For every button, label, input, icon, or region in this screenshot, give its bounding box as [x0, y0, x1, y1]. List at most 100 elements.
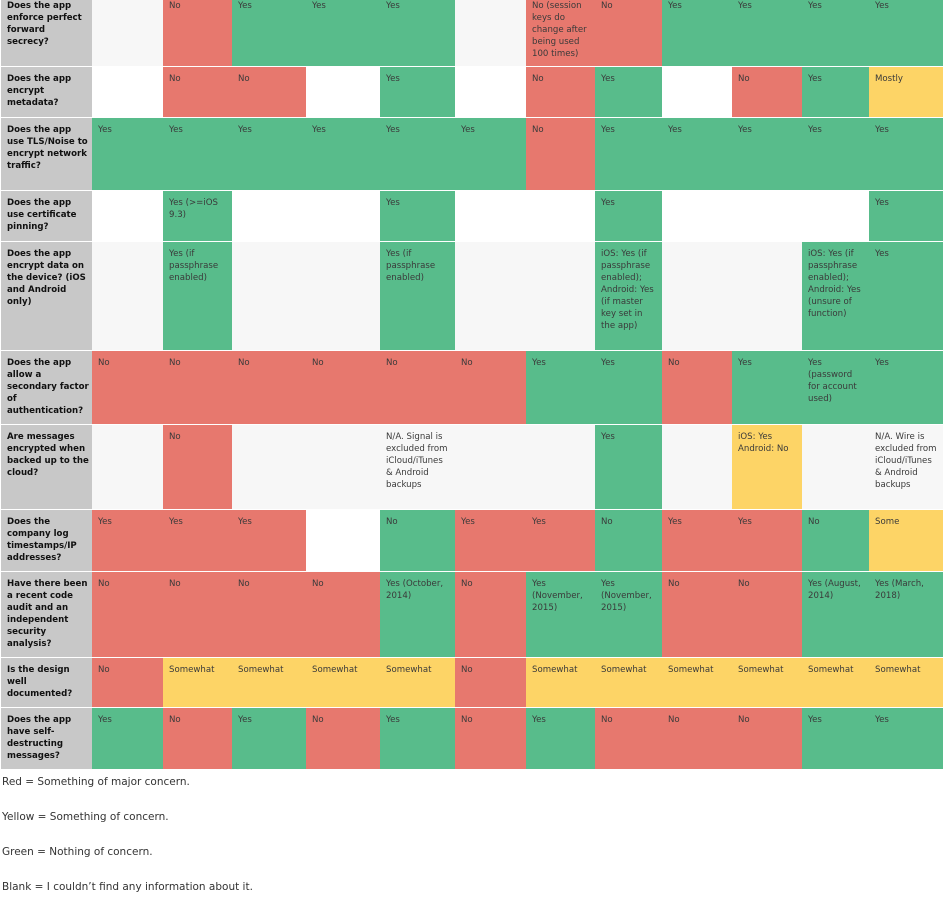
table-cell: [455, 67, 526, 117]
table-cell: Somewhat: [306, 658, 380, 707]
table-row: Is the design well documented? No Somewhat…: [1, 658, 944, 708]
table-cell: No (session keys do change after being u…: [526, 0, 595, 66]
table-cell: [455, 0, 526, 66]
table-cell: Mostly: [869, 67, 943, 117]
table-cell: Somewhat: [732, 658, 802, 707]
table-cell: No: [526, 118, 595, 190]
table-cell: [232, 425, 306, 509]
row-question: Does the company log timestamps/IP addre…: [1, 510, 92, 571]
table-row: Does the company log timestamps/IP addre…: [1, 510, 944, 572]
table-cell: Yes: [802, 118, 869, 190]
table-cell: No: [455, 572, 526, 657]
table-cell: Somewhat: [595, 658, 662, 707]
table-cell: Yes: [732, 510, 802, 571]
row-question: Does the app allow a secondary factor of…: [1, 351, 92, 424]
table-cell: Yes: [232, 118, 306, 190]
table-cell: Yes: [163, 510, 232, 571]
table-cell: No: [595, 510, 662, 571]
table-cell: No: [732, 67, 802, 117]
table-row: Are messages encrypted when backed up to…: [1, 425, 944, 510]
table-cell: Yes: [802, 67, 869, 117]
table-cell: [92, 242, 163, 350]
table-cell: Somewhat: [526, 658, 595, 707]
table-row: Have there been a recent code audit and …: [1, 572, 944, 658]
table-cell: Yes: [455, 510, 526, 571]
table-cell: Yes: [380, 191, 455, 241]
table-cell: No: [232, 67, 306, 117]
table-cell: No: [306, 708, 380, 769]
table-cell: No: [306, 351, 380, 424]
table-row: Does the app encrypt data on the device?…: [1, 242, 944, 351]
table-cell: iOS: Yes (if passphrase enabled); Androi…: [802, 242, 869, 350]
table-row: Does the app encrypt metadata? No No Yes No Y…: [1, 67, 944, 118]
table-cell: [232, 191, 306, 241]
table-cell: Yes: [232, 0, 306, 66]
table-cell: [306, 510, 380, 571]
table-cell: Yes (March, 2018): [869, 572, 943, 657]
table-cell: Yes: [869, 0, 943, 66]
table-cell: Yes: [526, 510, 595, 571]
table-cell: No: [232, 572, 306, 657]
table-cell: Yes: [869, 351, 943, 424]
row-question: Is the design well documented?: [1, 658, 92, 707]
table-cell: [92, 191, 163, 241]
table-cell: Yes: [92, 708, 163, 769]
table-cell: [526, 191, 595, 241]
table-row: Does the app use TLS/Noise to encrypt ne…: [1, 118, 944, 191]
table-cell: [802, 191, 869, 241]
table-cell: No: [92, 572, 163, 657]
table-cell: Yes: [869, 242, 943, 350]
table-cell: Yes: [802, 0, 869, 66]
table-cell: Yes: [595, 118, 662, 190]
table-cell: [662, 191, 732, 241]
table-row: Does the app enforce perfect forward sec…: [1, 0, 944, 67]
row-question: Does the app encrypt data on the device?…: [1, 242, 92, 350]
table-cell: [732, 191, 802, 241]
comparison-table: Does the app enforce perfect forward sec…: [1, 0, 944, 770]
table-row: Does the app use certificate pinning? Yes…: [1, 191, 944, 242]
table-cell: [802, 425, 869, 509]
table-cell: No: [380, 510, 455, 571]
table-cell: Yes: [595, 191, 662, 241]
row-question: Does the app use certificate pinning?: [1, 191, 92, 241]
table-cell: [662, 67, 732, 117]
table-row: Does the app allow a secondary factor of…: [1, 351, 944, 425]
table-cell: No: [526, 67, 595, 117]
table-cell: No: [595, 0, 662, 66]
row-question: Have there been a recent code audit and …: [1, 572, 92, 657]
table-cell: No: [163, 425, 232, 509]
table-cell: Somewhat: [232, 658, 306, 707]
table-cell: No: [163, 0, 232, 66]
table-cell: [306, 67, 380, 117]
table-cell: Yes: [595, 351, 662, 424]
table-cell: Yes: [869, 118, 943, 190]
table-cell: Yes: [232, 510, 306, 571]
table-cell: No: [662, 708, 732, 769]
table-cell: No: [732, 708, 802, 769]
table-cell: [732, 242, 802, 350]
row-question: Does the app enforce perfect forward sec…: [1, 0, 92, 66]
table-cell: [662, 425, 732, 509]
table-cell: [306, 242, 380, 350]
row-question: Are messages encrypted when backed up to…: [1, 425, 92, 509]
table-cell: Yes: [869, 191, 943, 241]
table-cell: Yes (November, 2015): [595, 572, 662, 657]
table-cell: [455, 191, 526, 241]
table-cell: iOS: Yes Android: No: [732, 425, 802, 509]
table-cell: No: [802, 510, 869, 571]
row-question: Does the app encrypt metadata?: [1, 67, 92, 117]
table-cell: [455, 242, 526, 350]
table-cell: Yes: [802, 708, 869, 769]
table-cell: Yes: [380, 118, 455, 190]
table-cell: Yes: [869, 708, 943, 769]
table-cell: Yes: [662, 510, 732, 571]
table-cell: Somewhat: [380, 658, 455, 707]
table-cell: Yes: [92, 510, 163, 571]
table-cell: No: [306, 572, 380, 657]
table-cell: Yes: [380, 0, 455, 66]
legend-blank: Blank = I couldn’t find any information …: [2, 881, 253, 893]
table-cell: Yes (August, 2014): [802, 572, 869, 657]
table-row: Does the app have self-destructing messa…: [1, 708, 944, 770]
table-cell: No: [92, 658, 163, 707]
table-cell: No: [662, 572, 732, 657]
